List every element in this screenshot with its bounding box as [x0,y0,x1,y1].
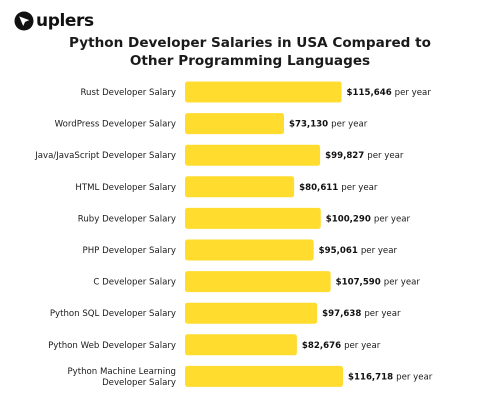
category-label: Ruby Developer Salary [78,214,176,224]
bar-group [185,81,342,103]
value-label: $95,061 per year [319,246,398,256]
chart-title-line-2: Other Programming Languages [129,53,371,69]
category-label: Python Web Developer Salary [48,341,176,351]
bar-group [185,334,297,356]
value-label: $80,611 per year [299,183,378,193]
value-amount: $97,638 [322,309,361,319]
category-label: Java/JavaScript Developer Salary [34,151,176,161]
value-unit: per year [384,278,421,288]
value-unit: per year [395,88,432,98]
value-amount: $80,611 [299,183,338,193]
value-label: $107,590 per year [336,278,421,288]
value-amount: $95,061 [319,246,358,256]
value-amount: $99,827 [325,151,364,161]
bar-group [185,144,321,166]
value-label: $100,290 per year [326,214,411,224]
brand-name: uplers [36,11,94,31]
bar [185,334,297,356]
bar [185,365,343,387]
value-amount: $116,718 [348,372,393,382]
value-amount: $107,590 [336,278,381,288]
bar-group [185,113,284,135]
value-amount: $73,130 [289,120,328,130]
bar-group [185,271,331,293]
category-label: Rust Developer Salary [80,88,176,98]
value-amount: $115,646 [347,88,392,98]
uplers-logo: uplers [14,10,94,32]
value-label: $97,638 per year [322,309,401,319]
bar-group [185,302,318,324]
value-unit: per year [364,309,401,319]
value-label: $73,130 per year [289,120,368,130]
bar [185,271,331,293]
bar [185,176,295,198]
value-label: $99,827 per year [325,151,404,161]
value-label: $82,676 per year [302,341,381,351]
value-unit: per year [344,341,381,351]
bar [185,144,321,166]
bar [185,113,284,135]
bar-group [185,207,321,229]
category-label: WordPress Developer Salary [55,120,176,130]
value-label: $116,718 per year [348,372,433,382]
value-unit: per year [367,151,404,161]
category-label: Python SQL Developer Salary [50,309,176,319]
bar [185,239,314,261]
bar [185,302,318,324]
category-label: PHP Developer Salary [83,246,176,256]
bar [185,207,321,229]
value-label: $115,646 per year [347,88,432,98]
bar-group [185,365,343,387]
bar [185,81,342,103]
category-label: HTML Developer Salary [75,183,176,193]
value-unit: per year [341,183,378,193]
value-unit: per year [374,214,411,224]
bar-group [185,239,314,261]
bar-group [185,176,295,198]
value-amount: $100,290 [326,214,371,224]
chart-title-line-1: Python Developer Salaries in USA Compare… [69,35,431,51]
category-label: Python Machine Learning [67,367,176,377]
category-label: Developer Salary [102,378,176,388]
category-label: C Developer Salary [93,278,176,288]
value-unit: per year [331,120,368,130]
value-unit: per year [396,372,433,382]
value-amount: $82,676 [302,341,341,351]
arrow-cursor-icon [14,11,34,31]
value-unit: per year [361,246,398,256]
